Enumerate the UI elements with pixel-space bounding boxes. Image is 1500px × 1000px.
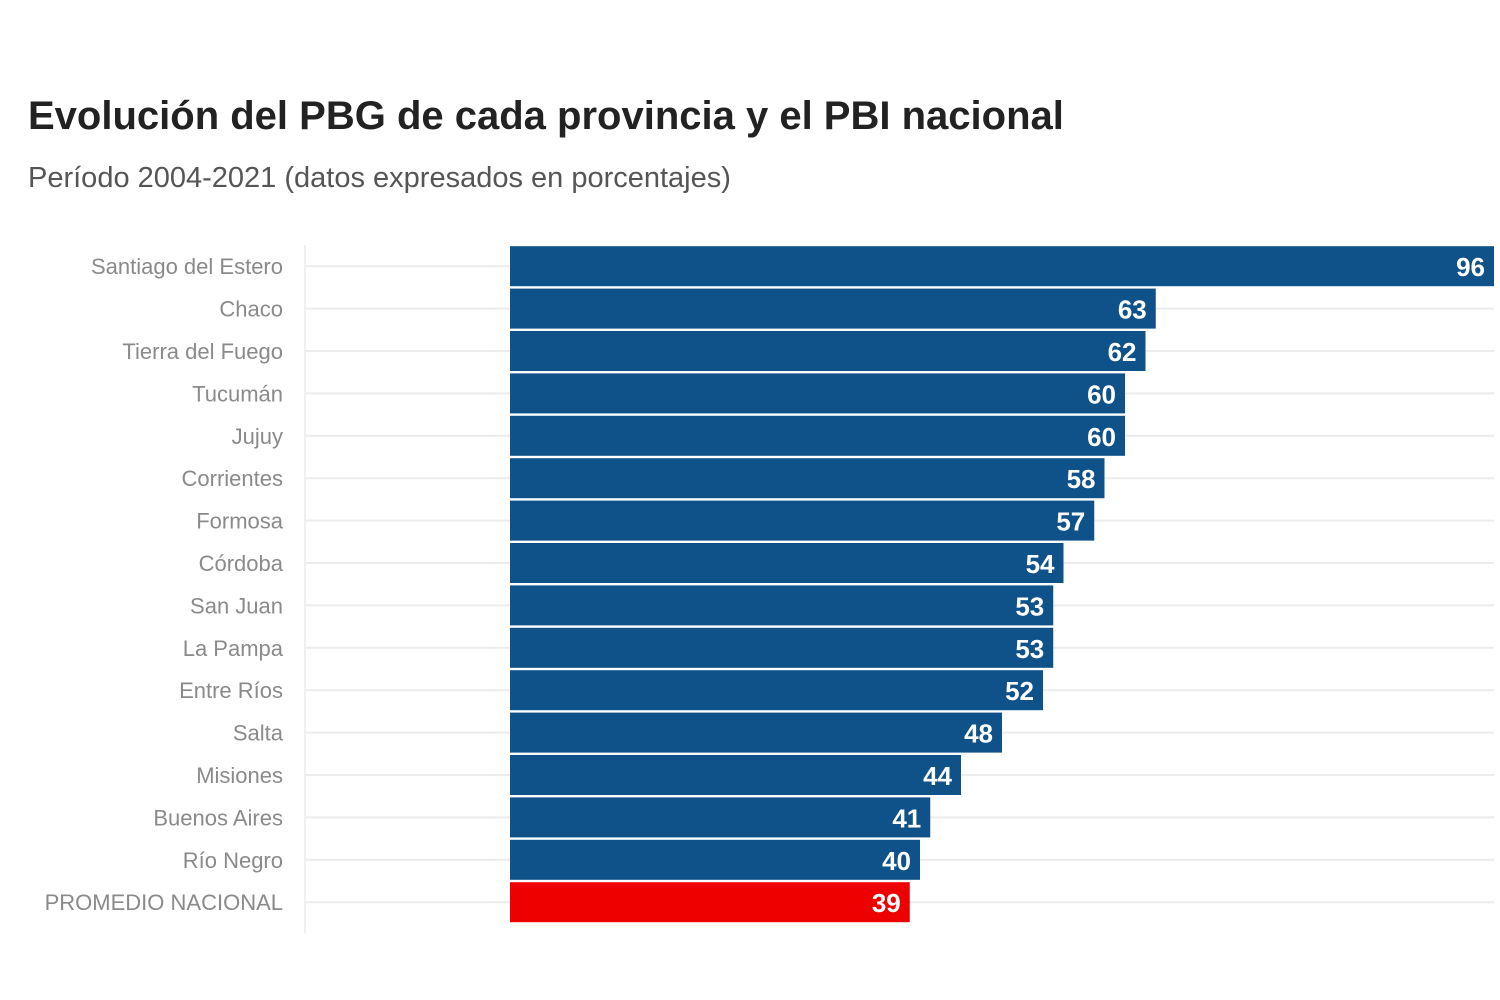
- bar: [510, 458, 1105, 499]
- category-label: Salta: [233, 721, 284, 746]
- value-label: 58: [1067, 464, 1096, 494]
- category-label: Formosa: [196, 509, 284, 534]
- bar: [510, 585, 1054, 626]
- category-label: Corrientes: [182, 466, 283, 491]
- value-label: 62: [1108, 337, 1137, 367]
- category-label: Santiago del Estero: [91, 254, 283, 279]
- bar: [510, 839, 920, 880]
- chart-subtitle: Período 2004-2021 (datos expresados en p…: [28, 162, 731, 194]
- chart-title: Evolución del PBG de cada provincia y el…: [28, 94, 1064, 138]
- category-label: Río Negro: [183, 848, 283, 873]
- category-label: La Pampa: [183, 636, 284, 661]
- value-label: 40: [882, 846, 911, 876]
- value-label: 48: [964, 719, 993, 749]
- category-label: PROMEDIO NACIONAL: [45, 890, 283, 915]
- value-label: 52: [1005, 676, 1034, 706]
- bar: [510, 373, 1125, 414]
- category-label: San Juan: [190, 593, 283, 618]
- bar: [510, 543, 1064, 583]
- category-label: Chaco: [219, 297, 283, 322]
- category-label: Buenos Aires: [153, 805, 283, 830]
- bar: [510, 755, 961, 795]
- value-label: 54: [1026, 549, 1055, 579]
- bar: [510, 627, 1054, 668]
- value-label: 63: [1118, 295, 1147, 325]
- category-label: Entre Ríos: [179, 678, 283, 703]
- value-label: 41: [892, 803, 921, 833]
- value-label: 57: [1056, 507, 1085, 537]
- value-label: 96: [1456, 252, 1485, 282]
- bar: [510, 500, 1095, 541]
- value-label: 60: [1087, 422, 1116, 452]
- value-label: 53: [1015, 634, 1044, 664]
- value-label: 44: [923, 761, 952, 791]
- bar: [510, 670, 1043, 711]
- bar: [510, 797, 931, 838]
- category-label: Tierra del Fuego: [122, 339, 283, 364]
- bar: [510, 415, 1125, 456]
- value-label: 53: [1015, 591, 1044, 621]
- bar: [510, 712, 1002, 753]
- category-label: Tucumán: [192, 381, 283, 406]
- value-label: 39: [872, 888, 901, 918]
- bar: [510, 331, 1146, 371]
- category-label: Jujuy: [232, 424, 283, 449]
- value-label: 60: [1087, 379, 1116, 409]
- category-label: Misiones: [196, 763, 283, 788]
- highlight-bar: [510, 882, 910, 923]
- bar: [510, 246, 1494, 287]
- category-label: Córdoba: [199, 551, 284, 576]
- bar: [510, 288, 1156, 329]
